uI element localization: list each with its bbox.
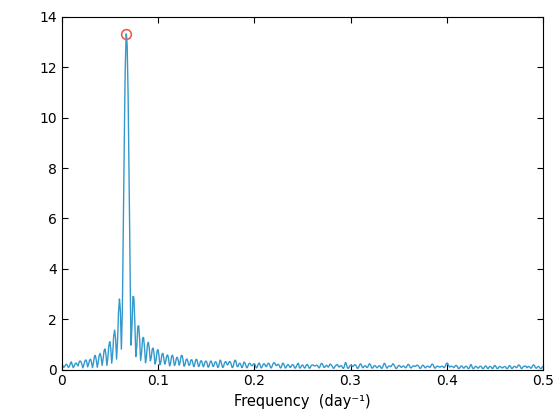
X-axis label: Frequency  (day⁻¹): Frequency (day⁻¹) (234, 394, 371, 409)
